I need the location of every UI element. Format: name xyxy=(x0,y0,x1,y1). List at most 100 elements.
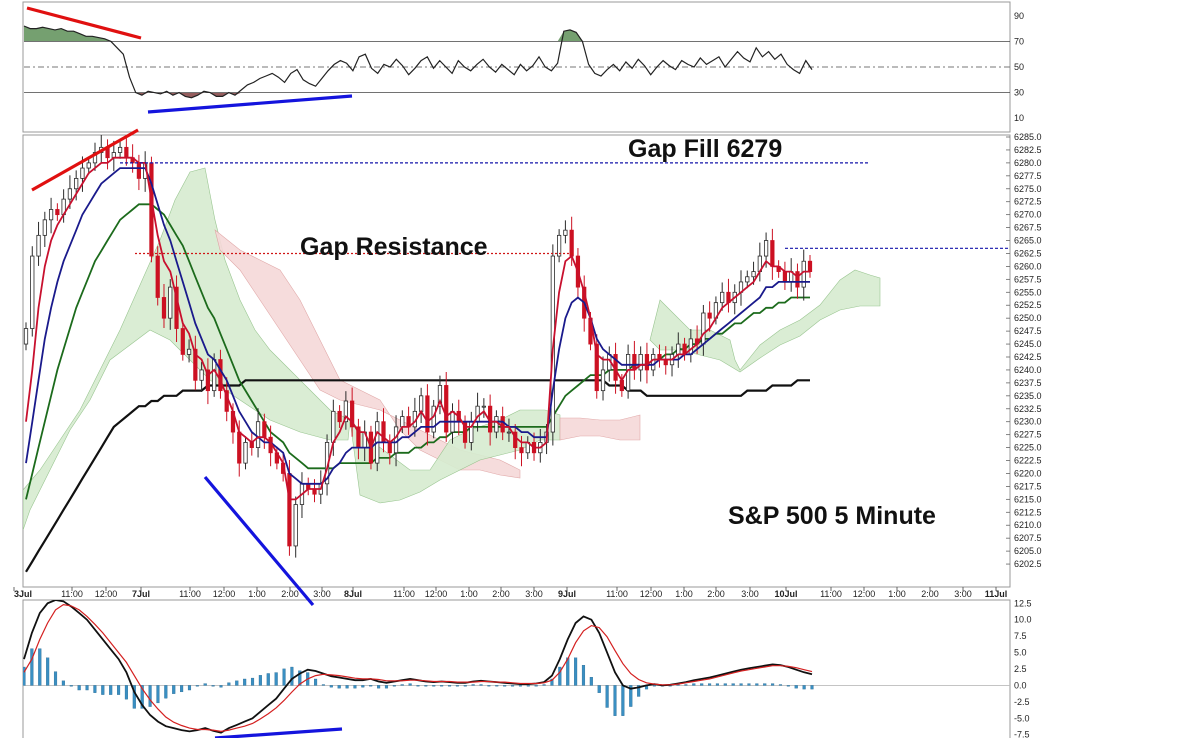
macd-histogram-bar xyxy=(708,683,712,686)
macd-histogram-bar xyxy=(148,685,152,707)
price-tick-label: 6280.0 xyxy=(1014,158,1042,168)
macd-histogram-bar xyxy=(684,684,688,686)
candle-body xyxy=(419,395,424,412)
macd-histogram-bar xyxy=(581,665,586,686)
candle-body xyxy=(770,240,775,267)
candle-body xyxy=(676,343,681,355)
price-tick-label: 6270.0 xyxy=(1014,210,1042,220)
price-tick-label: 6265.0 xyxy=(1014,236,1042,246)
macd-histogram-bar xyxy=(802,685,806,690)
macd-histogram-bar xyxy=(117,685,121,695)
macd-tick-label: 12.5 xyxy=(1014,598,1032,608)
macd-histogram-bar xyxy=(38,648,42,686)
macd-histogram-bar xyxy=(140,685,144,709)
price-tick-label: 6220.0 xyxy=(1014,468,1042,478)
price-tick-label: 6282.5 xyxy=(1014,145,1042,155)
ichimoku-cloud-red-2 xyxy=(559,414,641,441)
chart-title: S&P 500 5 Minute xyxy=(728,502,936,530)
macd-histogram-bar xyxy=(763,683,767,686)
candle-body xyxy=(74,178,79,190)
price-tick-label: 6212.5 xyxy=(1014,507,1042,517)
x-tick-label: 12:00 xyxy=(853,589,876,599)
candle-body xyxy=(644,354,650,371)
candle-body xyxy=(262,421,267,438)
macd-histogram-bar xyxy=(739,683,743,686)
candle-body xyxy=(255,421,261,448)
macd-histogram-bar xyxy=(377,685,381,689)
macd-histogram-bar xyxy=(534,685,538,687)
price-tick-label: 6232.5 xyxy=(1014,404,1042,414)
macd-histogram-bar xyxy=(298,670,302,686)
x-tick-label: 10Jul xyxy=(774,589,797,599)
x-tick-label: 12:00 xyxy=(425,589,448,599)
candle-body xyxy=(500,416,505,433)
ema-fast-line xyxy=(25,156,810,501)
rsi-tick-label: 30 xyxy=(1014,88,1024,98)
rsi-line xyxy=(23,25,813,99)
macd-histogram-bar xyxy=(30,648,34,686)
x-tick-label: 3:00 xyxy=(954,589,972,599)
candle-body xyxy=(431,405,436,433)
macd-histogram-bar xyxy=(314,678,318,686)
price-tick-label: 6225.0 xyxy=(1014,443,1042,453)
candle-body xyxy=(331,410,336,443)
candle-body xyxy=(387,442,392,454)
gap-fill-label: Gap Fill 6279 xyxy=(628,135,782,163)
candle-body xyxy=(425,395,430,433)
macd-signal-line xyxy=(23,603,813,733)
macd-histogram-bar xyxy=(771,683,775,686)
candle-body xyxy=(23,328,29,345)
macd-histogram-bar xyxy=(172,685,176,694)
x-tick-label: 2:00 xyxy=(707,589,725,599)
candle-body xyxy=(67,188,73,200)
macd-histogram-bar xyxy=(589,676,593,686)
macd-histogram-bar xyxy=(266,673,270,686)
rsi-tick-label: 50 xyxy=(1014,62,1024,72)
price-tick-label: 6247.5 xyxy=(1014,326,1042,336)
macd-histogram-bar xyxy=(156,685,160,704)
candle-body xyxy=(155,255,160,298)
macd-histogram-bar xyxy=(605,685,609,708)
macd-histogram-bar xyxy=(77,685,81,691)
candle-body xyxy=(707,312,712,319)
macd-tick-label: 10.0 xyxy=(1014,615,1032,625)
x-tick-label: 1:00 xyxy=(675,589,693,599)
macd-histogram-bar xyxy=(455,685,459,687)
macd-histogram-bar xyxy=(715,683,719,686)
macd-histogram-bar xyxy=(637,685,641,697)
macd-histogram-bar xyxy=(558,666,562,686)
price-tick-label: 6250.0 xyxy=(1014,313,1042,323)
macd-histogram-bar xyxy=(361,685,365,688)
macd-histogram-bar xyxy=(290,666,294,686)
x-tick-label: 7Jul xyxy=(132,589,150,599)
candle-body xyxy=(494,416,499,433)
candle-body xyxy=(600,369,606,392)
rsi-trendline-blue xyxy=(147,94,353,114)
price-tick-label: 6215.0 xyxy=(1014,494,1042,504)
macd-histogram-bar xyxy=(400,684,404,686)
candle-body xyxy=(42,219,47,236)
macd-histogram-bar xyxy=(69,685,73,687)
price-tick-label: 6272.5 xyxy=(1014,197,1042,207)
candle-body xyxy=(243,442,248,464)
candle-body xyxy=(343,400,348,423)
macd-histogram-bar xyxy=(203,683,207,686)
candle-body xyxy=(795,271,800,288)
price-tick-label: 6285.0 xyxy=(1014,132,1042,142)
rsi-trendline-red xyxy=(26,6,142,40)
price-tick-label: 6257.5 xyxy=(1014,274,1042,284)
x-tick-label: 2:00 xyxy=(281,589,299,599)
candle-body xyxy=(30,255,35,329)
macd-histogram-bar xyxy=(274,672,278,686)
macd-histogram-bar xyxy=(93,685,97,693)
x-tick-label: 8Jul xyxy=(344,589,362,599)
macd-histogram-bar xyxy=(408,683,412,686)
candle-body xyxy=(36,234,41,257)
macd-histogram-bar xyxy=(61,680,65,686)
candle-body xyxy=(193,348,198,381)
candle-body xyxy=(218,359,223,392)
macd-histogram-bar xyxy=(53,671,58,686)
candle-body xyxy=(161,297,167,319)
candle-body xyxy=(632,354,637,371)
candle-body xyxy=(444,385,449,433)
